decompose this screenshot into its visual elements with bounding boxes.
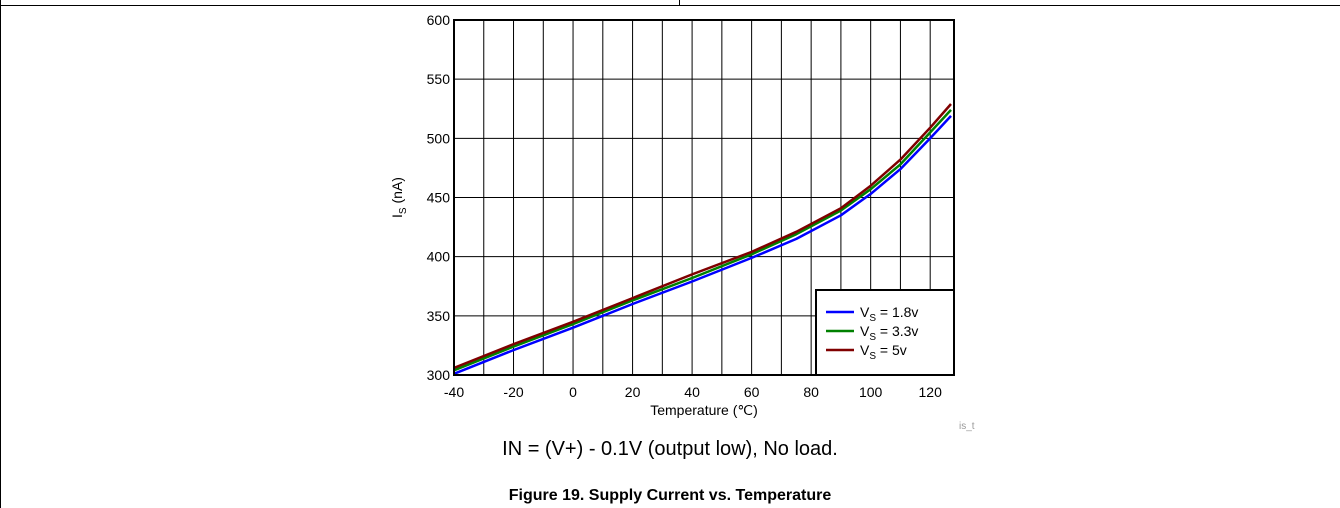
y-tick-label: 400 bbox=[427, 249, 451, 265]
legend-box bbox=[815, 289, 955, 376]
x-tick-label: 60 bbox=[744, 384, 760, 400]
y-tick-label: 300 bbox=[427, 367, 451, 383]
y-tick-label: 350 bbox=[427, 308, 451, 324]
x-tick-label: -20 bbox=[503, 384, 523, 400]
column-divider bbox=[679, 0, 680, 6]
y-axis-label: IS (nA) bbox=[389, 177, 409, 218]
x-tick-label: 120 bbox=[919, 384, 943, 400]
legend-label: VS = 1.8v bbox=[860, 304, 918, 324]
figure-id-watermark: is_t bbox=[959, 421, 975, 432]
y-tick-label: 550 bbox=[427, 71, 451, 87]
test-condition-note: IN = (V+) - 0.1V (output low), No load. bbox=[502, 438, 838, 460]
y-tick-label: 600 bbox=[427, 12, 451, 28]
x-tick-label: 80 bbox=[803, 384, 819, 400]
x-tick-label: 20 bbox=[625, 384, 641, 400]
x-tick-label: 40 bbox=[684, 384, 700, 400]
figure-caption: Figure 19. Supply Current vs. Temperatur… bbox=[508, 487, 832, 504]
chart-grid bbox=[453, 19, 955, 376]
x-tick-label: 0 bbox=[569, 384, 577, 400]
chart-series bbox=[453, 103, 952, 375]
series-line bbox=[453, 103, 952, 370]
x-tick-label: -40 bbox=[444, 384, 464, 400]
x-axis-label: Temperature (℃) bbox=[650, 402, 758, 418]
series-line bbox=[453, 115, 952, 375]
plot-frame bbox=[453, 19, 955, 376]
page-left-rule bbox=[0, 0, 1, 508]
page-top-rule bbox=[0, 5, 1340, 6]
legend-label: VS = 3.3v bbox=[860, 323, 918, 343]
x-tick-label: 100 bbox=[859, 384, 883, 400]
tick-labels: -40 -20 0 20 40 60 80 100 120 300 350 400 450 500 550 6… bbox=[427, 12, 942, 400]
legend-label: VS = 5v bbox=[860, 342, 907, 362]
series-line bbox=[453, 109, 952, 372]
y-tick-label: 450 bbox=[427, 190, 451, 206]
y-tick-label: 500 bbox=[427, 130, 451, 146]
